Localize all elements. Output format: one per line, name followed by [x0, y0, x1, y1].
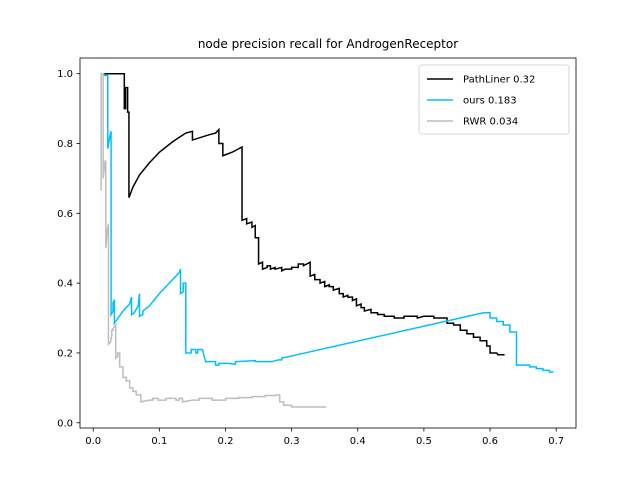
x-tick-label: 0.2 [218, 436, 234, 447]
y-tick-label: 0.6 [57, 209, 73, 220]
y-tick-label: 0.4 [57, 279, 73, 290]
x-tick-label: 0.0 [85, 436, 101, 447]
y-tick-label: 0.2 [57, 348, 73, 359]
legend-label: ours 0.183 [463, 96, 517, 107]
y-tick-label: 1.0 [57, 69, 73, 80]
x-tick-label: 0.1 [151, 436, 167, 447]
x-axis: 0.0 0.1 0.2 0.3 0.4 0.5 0.6 0.7 [85, 428, 564, 447]
series-line-0 [101, 72, 505, 356]
x-tick-label: 0.3 [284, 436, 300, 447]
legend: PathLiner 0.32 ours 0.183 RWR 0.034 [418, 64, 570, 135]
x-tick-label: 0.7 [548, 436, 564, 447]
x-tick-label: 0.6 [482, 436, 498, 447]
legend-box [418, 64, 570, 135]
x-tick-label: 0.5 [416, 436, 432, 447]
series-layer [100, 72, 554, 408]
plot-frame [79, 57, 577, 429]
series-line-1 [101, 72, 554, 373]
y-tick-label: 0.0 [57, 418, 73, 429]
legend-label: RWR 0.034 [463, 117, 518, 128]
y-axis: 0.0 0.2 0.4 0.6 0.8 1.0 [57, 69, 80, 429]
x-tick-label: 0.4 [350, 436, 366, 447]
series-line-2 [100, 72, 327, 408]
y-tick-label: 0.8 [57, 139, 73, 150]
legend-label: PathLiner 0.32 [463, 75, 535, 86]
chart-title: node precision recall for AndrogenRecept… [198, 37, 458, 51]
